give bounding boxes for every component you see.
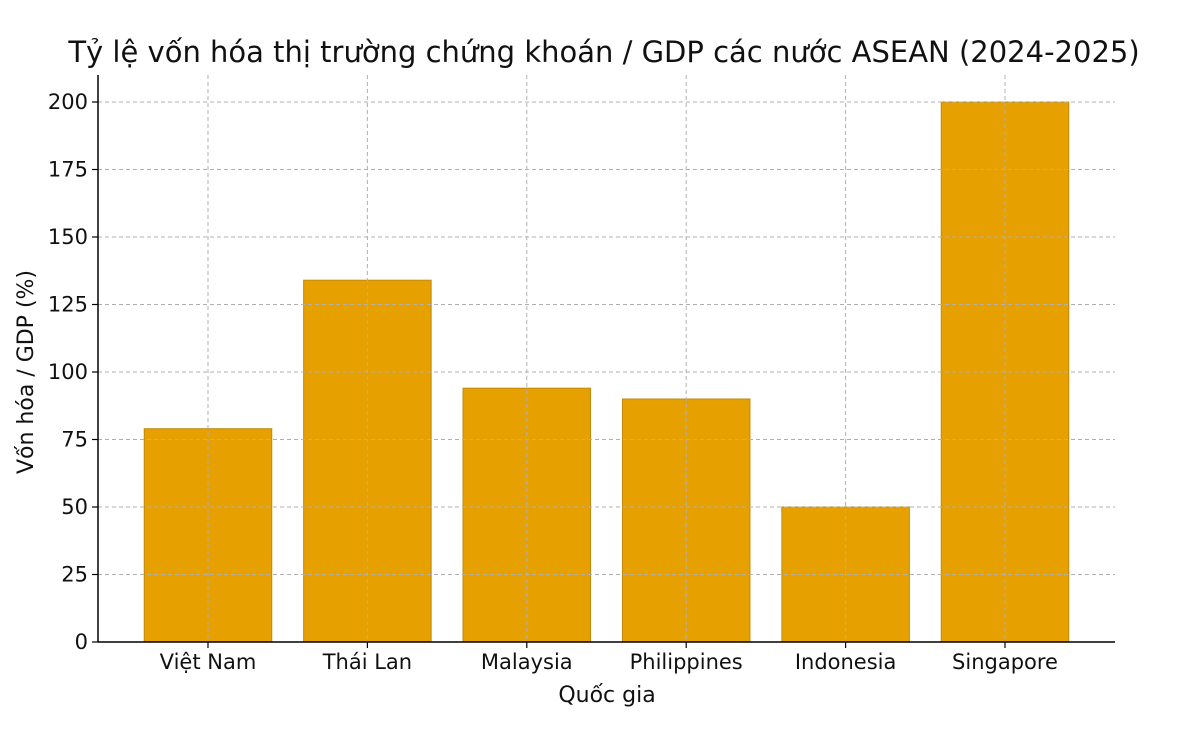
x-tick-label: Thái Lan bbox=[322, 650, 412, 674]
x-tick-label: Indonesia bbox=[795, 650, 897, 674]
y-tick-label: 125 bbox=[48, 293, 88, 317]
y-axis-label: Vốn hóa / GDP (%) bbox=[14, 270, 39, 474]
y-tick-label: 150 bbox=[48, 225, 88, 249]
y-tick-label: 25 bbox=[61, 563, 88, 587]
y-tick-label: 200 bbox=[48, 90, 88, 114]
y-tick-label: 50 bbox=[61, 495, 88, 519]
x-tick-label: Philippines bbox=[630, 650, 743, 674]
x-ticks: Việt Nam Thái Lan Malaysia Philippines Indon… bbox=[160, 642, 1058, 674]
y-tick-label: 75 bbox=[61, 428, 88, 452]
grid-overlay bbox=[98, 75, 1115, 642]
y-tick-label: 100 bbox=[48, 360, 88, 384]
bar bbox=[462, 387, 592, 643]
bar bbox=[143, 428, 273, 643]
bars bbox=[143, 101, 1070, 643]
chart-title: Tỷ lệ vốn hóa thị trường chứng khoán / G… bbox=[67, 35, 1139, 69]
x-axis-label: Quốc gia bbox=[558, 683, 655, 708]
y-ticks: 0 25 50 75 100 125 150 175 200 bbox=[48, 90, 98, 654]
x-tick-label: Việt Nam bbox=[160, 650, 257, 674]
y-tick-label: 0 bbox=[75, 630, 88, 654]
y-tick-label: 175 bbox=[48, 158, 88, 182]
x-tick-label: Singapore bbox=[952, 650, 1058, 674]
x-tick-label: Malaysia bbox=[481, 650, 573, 674]
